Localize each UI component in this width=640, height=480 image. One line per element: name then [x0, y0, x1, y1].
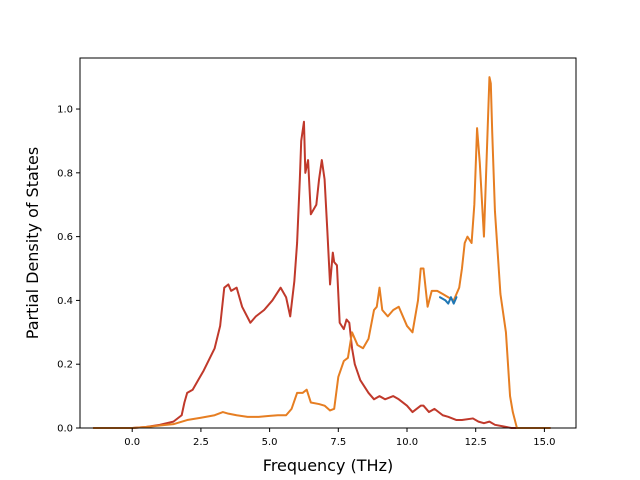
series-layer — [92, 76, 551, 429]
plot-frame — [79, 57, 577, 429]
y-tick-label: 0.8 — [57, 168, 73, 179]
y-axis-label: Partial Density of States — [23, 147, 42, 339]
x-tick-label: 7.5 — [330, 437, 346, 448]
x-tick-label: 5.0 — [262, 437, 278, 448]
y-tick-label: 0.6 — [57, 232, 73, 243]
x-tick-label: 0.0 — [124, 437, 140, 448]
x-tick-label: 2.5 — [193, 437, 209, 448]
x-tick-label: 10.0 — [396, 437, 418, 448]
y-tick-label: 1.0 — [57, 105, 73, 116]
y-tick-label: 0.0 — [57, 424, 73, 435]
x-axis-label: Frequency (THz) — [263, 456, 393, 475]
x-tick-label: 12.5 — [465, 437, 487, 448]
y-axis: 0.0 0.2 0.4 0.6 0.8 1.0 — [57, 105, 80, 435]
y-tick-label: 0.4 — [57, 296, 73, 307]
series-line-1 — [438, 296, 458, 305]
series-line-2 — [92, 120, 551, 429]
series-line-3 — [92, 76, 551, 429]
y-tick-label: 0.2 — [57, 360, 73, 371]
x-tick-label: 15.0 — [533, 437, 555, 448]
x-axis: 0.0 2.5 5.0 7.5 10.0 12.5 15.0 — [124, 428, 556, 448]
